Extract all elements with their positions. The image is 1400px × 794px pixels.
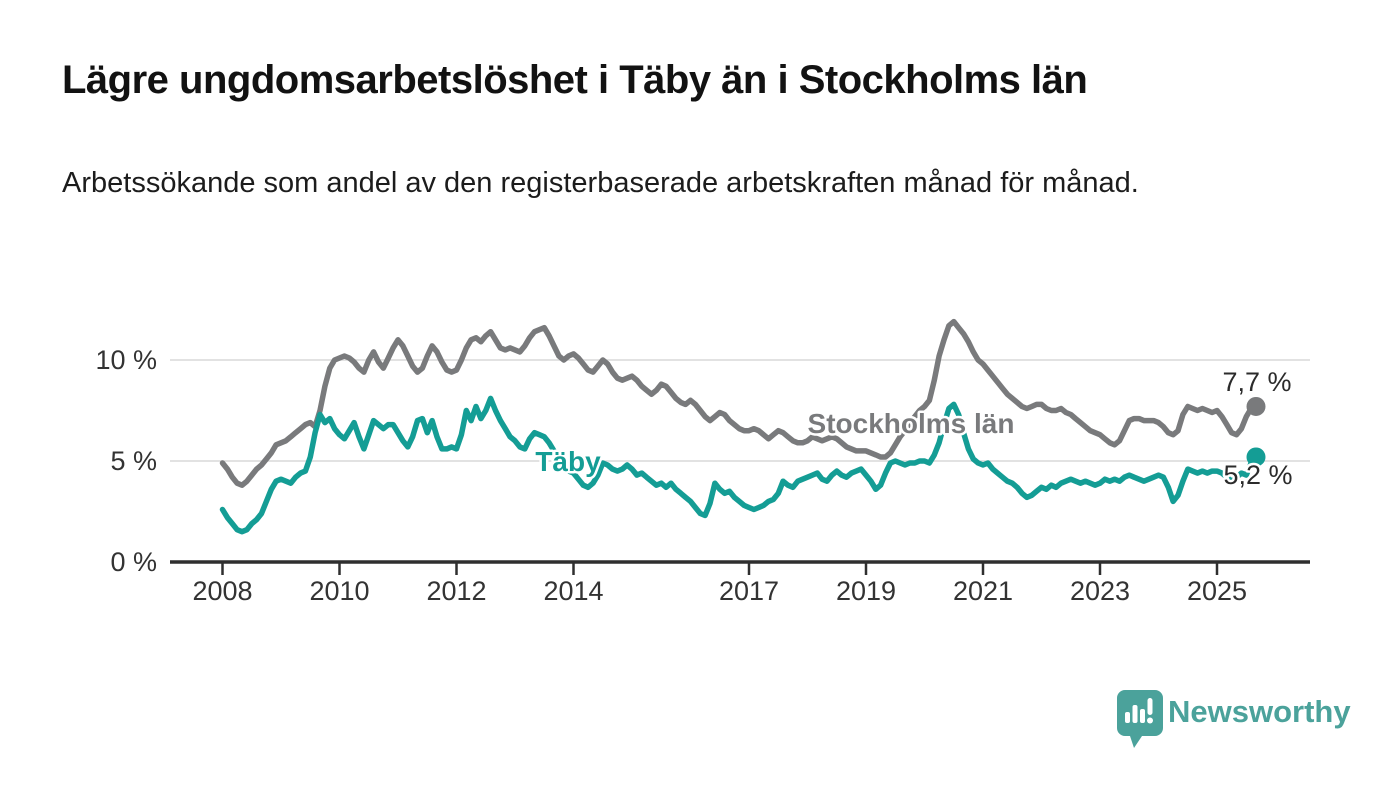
newsworthy-branding: Newsworthy <box>1113 686 1353 752</box>
x-axis-label: 2012 <box>426 576 486 606</box>
x-axis-label: 2021 <box>953 576 1013 606</box>
series-line-stockholm <box>219 318 1259 488</box>
y-axis-label: 0 % <box>110 547 157 577</box>
x-axis-label: 2010 <box>309 576 369 606</box>
series-line-taby <box>219 395 1259 535</box>
series-end-dot-taby <box>1246 447 1266 467</box>
end-value-label-stockholm: 7,7 % <box>1222 367 1291 397</box>
x-axis-label: 2008 <box>192 576 252 606</box>
x-axis-label: 2017 <box>719 576 779 606</box>
newsworthy-logo-icon <box>1117 690 1163 748</box>
x-axis-label: 2014 <box>543 576 603 606</box>
series-label-stockholm: Stockholms län <box>808 408 1015 439</box>
series-label-taby: Täby <box>535 446 601 477</box>
chart-title: Lägre ungdomsarbetslöshet i Täby än i St… <box>62 58 1088 102</box>
x-axis-label: 2019 <box>836 576 896 606</box>
y-axis-label: 10 % <box>95 345 157 375</box>
x-axis-label: 2025 <box>1187 576 1247 606</box>
y-axis-label: 5 % <box>110 446 157 476</box>
series-end-dot-stockholm <box>1246 396 1266 416</box>
newsworthy-wordmark: Newsworthy <box>1168 694 1351 729</box>
end-value-label-taby: 5,2 % <box>1223 460 1292 490</box>
x-axis-label: 2023 <box>1070 576 1130 606</box>
chart-subtitle: Arbetssökande som andel av den registerb… <box>62 167 1139 199</box>
